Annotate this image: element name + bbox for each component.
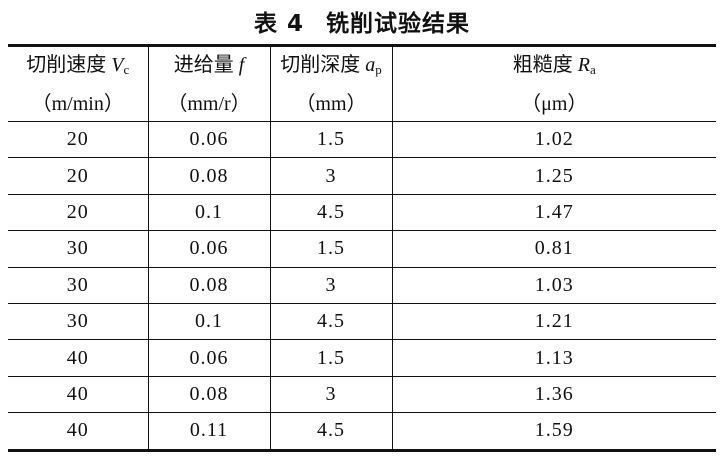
table-title: 铣削试验结果 [326, 11, 470, 37]
table-cell: 30 [8, 230, 149, 268]
table-cell: 40 [8, 412, 149, 452]
header-subscript: a [589, 61, 596, 77]
table-cell: 30 [8, 303, 149, 341]
table-row: 40 0.08 3 1.36 [8, 376, 716, 414]
table-cell: 0.1 [147, 194, 271, 232]
table-cell: 3 [269, 267, 393, 304]
header-unit: （μm） [521, 92, 588, 115]
results-table: 切削速度 Vc （m/min） 进给量 f （mm/r） 切削深度 ap （mm） 粗糙度 … [8, 44, 716, 452]
header-name: 切削深度 [280, 53, 361, 76]
table-row: 40 0.06 1.5 1.13 [8, 339, 716, 377]
header-unit: （mm/r） [167, 92, 251, 115]
table-caption: 表 4 铣削试验结果 [0, 4, 724, 38]
header-unit: （mm） [295, 92, 367, 115]
table-row: 20 0.06 1.5 1.02 [8, 121, 716, 159]
header-unit: （m/min） [31, 92, 124, 115]
table-cell: 0.08 [147, 157, 271, 195]
table-cell: 0.08 [147, 376, 271, 414]
header-symbol: f [238, 53, 245, 76]
table-cell: 0.81 [391, 230, 716, 268]
header-symbol: R [577, 53, 590, 76]
table-cell: 20 [8, 157, 149, 195]
column-header: 进给量 f （mm/r） [147, 45, 271, 122]
table-cell: 1.5 [269, 230, 393, 268]
table-cell: 4.5 [269, 194, 393, 232]
table-cell: 1.36 [391, 376, 716, 414]
table-cell: 1.59 [391, 412, 716, 452]
table-cell: 0.08 [147, 267, 271, 304]
table-row: 40 0.11 4.5 1.59 [8, 412, 716, 452]
table-cell: 3 [269, 376, 393, 414]
table-cell: 20 [8, 194, 149, 232]
table-cell: 20 [8, 121, 149, 159]
table-cell: 30 [8, 267, 149, 304]
table-cell: 0.06 [147, 339, 271, 377]
table-cell: 4.5 [269, 412, 393, 452]
table-cell: 1.02 [391, 121, 716, 159]
header-subscript: p [375, 61, 382, 77]
table-cell: 1.5 [269, 121, 393, 159]
table-cell: 0.06 [147, 230, 271, 268]
header-subscript: c [123, 61, 130, 77]
table-cell: 1.25 [391, 157, 716, 195]
table-cell: 1.5 [269, 339, 393, 377]
table-row: 20 0.1 4.5 1.47 [8, 194, 716, 232]
header-name: 粗糙度 [512, 53, 573, 76]
header-name: 进给量 [173, 53, 234, 76]
column-header: 粗糙度 Ra （μm） [391, 45, 716, 122]
header-symbol: V [111, 53, 124, 76]
header-row: 切削速度 Vc （m/min） 进给量 f （mm/r） 切削深度 ap （mm） 粗糙度 … [8, 45, 716, 122]
header-symbol: a [365, 53, 376, 76]
table-row: 30 0.06 1.5 0.81 [8, 230, 716, 268]
table-row: 20 0.08 3 1.25 [8, 157, 716, 195]
header-name: 切削速度 [26, 53, 107, 76]
table-cell: 1.13 [391, 339, 716, 377]
table-row: 30 0.08 3 1.03 [8, 267, 716, 304]
table-cell: 4.5 [269, 303, 393, 341]
table-cell: 40 [8, 376, 149, 414]
table-number: 表 4 [253, 11, 304, 37]
column-header: 切削速度 Vc （m/min） [8, 45, 149, 122]
table-row: 30 0.1 4.5 1.21 [8, 303, 716, 341]
table-cell: 1.47 [391, 194, 716, 232]
table-cell: 0.11 [147, 412, 271, 452]
table-cell: 0.06 [147, 121, 271, 159]
table-cell: 3 [269, 157, 393, 195]
table-cell: 1.21 [391, 303, 716, 341]
table-cell: 0.1 [147, 303, 271, 341]
table-cell: 40 [8, 339, 149, 377]
column-header: 切削深度 ap （mm） [269, 45, 393, 122]
table-cell: 1.03 [391, 267, 716, 304]
